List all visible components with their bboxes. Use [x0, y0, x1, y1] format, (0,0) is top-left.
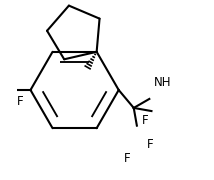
- Text: NH: NH: [154, 76, 171, 89]
- Text: F: F: [17, 95, 23, 108]
- Text: F: F: [147, 138, 153, 150]
- Text: F: F: [124, 152, 131, 165]
- Text: F: F: [142, 114, 149, 127]
